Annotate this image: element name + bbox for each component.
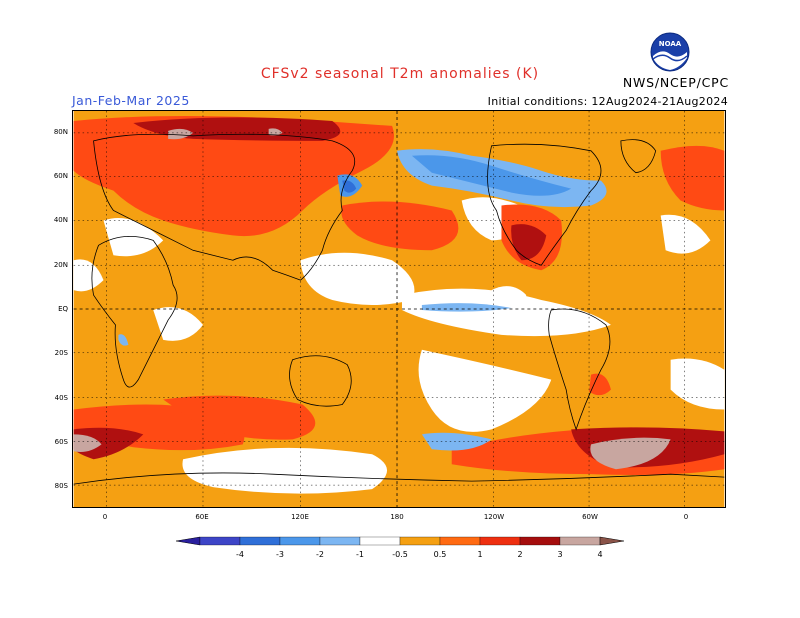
lat-label: 80S [54, 482, 68, 490]
legend-tick-label: 4 [597, 550, 602, 559]
legend-tick-label: 2 [517, 550, 522, 559]
legend-tick-label: 1 [477, 550, 482, 559]
lat-label: 40N [53, 216, 68, 224]
noaa-logo-text: NOAA [659, 40, 682, 48]
forecast-period: Jan-Feb-Mar 2025 [72, 93, 190, 108]
legend-swatch [479, 536, 521, 546]
lon-label: 0 [102, 513, 108, 521]
lat-label: 80N [53, 128, 68, 136]
lat-label: 40S [54, 394, 68, 402]
lon-label: 180 [390, 513, 404, 521]
coastlines [73, 133, 725, 485]
legend-tick-label: -4 [236, 550, 244, 559]
legend-swatch [319, 536, 361, 546]
lat-label: 20N [53, 261, 68, 269]
noaa-logo: NOAA [650, 32, 690, 72]
initial-conditions: Initial conditions: 12Aug2024-21Aug2024 [487, 95, 728, 108]
legend-swatch [359, 536, 401, 546]
lon-label: 120W [483, 513, 505, 521]
legend-tick-label: -0.5 [392, 550, 408, 559]
color-legend: -4 -3 -2 -1 -0.5 0.5 1 2 3 4 [175, 536, 625, 559]
lat-label: 60N [53, 172, 68, 180]
legend-tick-label: -1 [356, 550, 364, 559]
legend-swatch [399, 536, 441, 546]
legend-tick-label: -3 [276, 550, 284, 559]
legend-tick-label: 0.5 [434, 550, 447, 559]
lat-label: 60S [54, 438, 68, 446]
lon-label: 120E [291, 513, 309, 521]
cool-anomaly-regions [118, 149, 607, 451]
legend-arrow-low [175, 536, 201, 546]
lon-label: 0 [683, 513, 689, 521]
legend-swatch [439, 536, 481, 546]
lon-label: 60E [195, 513, 209, 521]
map-title: CFSv2 seasonal T2m anomalies (K) [260, 66, 540, 82]
legend-arrow-high [599, 536, 625, 546]
legend-swatch [279, 536, 321, 546]
lat-label: EQ [58, 305, 68, 313]
legend-swatch [199, 536, 241, 546]
legend-swatch [239, 536, 281, 546]
legend-swatch [559, 536, 601, 546]
legend-swatch [519, 536, 561, 546]
legend-tick-label: -2 [316, 550, 324, 559]
anomaly-map [72, 110, 726, 508]
legend-tick-label: 3 [557, 550, 562, 559]
extreme-warm-regions [73, 128, 671, 470]
lat-label: 20S [54, 349, 68, 357]
lon-label: 60W [582, 513, 598, 521]
agency-label: NWS/NCEP/CPC [622, 75, 729, 90]
